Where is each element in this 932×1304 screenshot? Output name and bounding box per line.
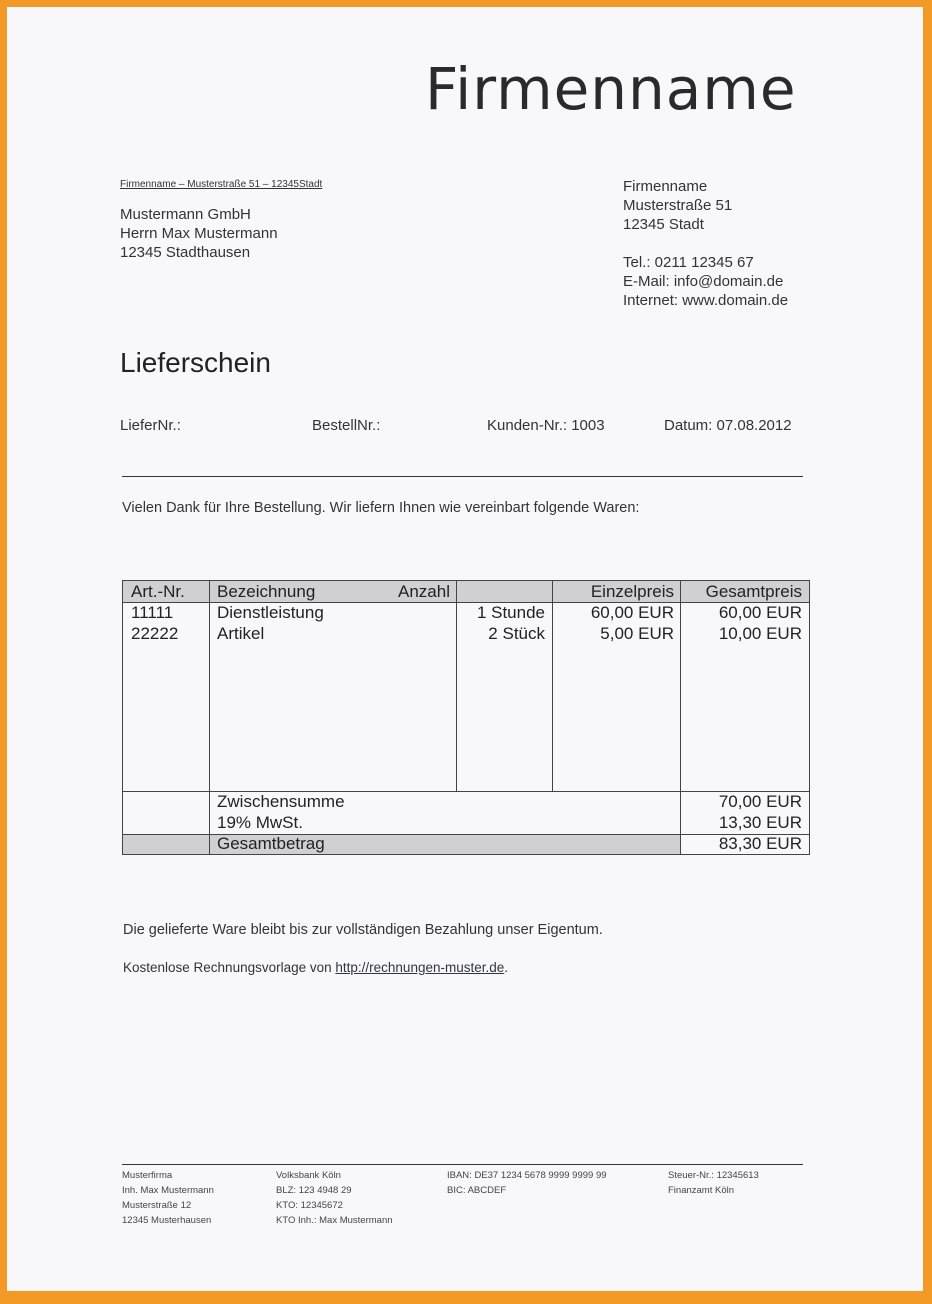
recipient-line: 12345 Stadthausen: [120, 244, 251, 261]
row2-qty: 2 Stück: [488, 624, 545, 643]
divider: [122, 476, 803, 477]
header-art-nr: Art.-Nr.: [131, 582, 185, 601]
company-address: Firmenname Musterstraße 51 12345 Stadt T…: [623, 177, 788, 310]
recipient-line: Herrn Max Mustermann: [120, 225, 278, 242]
tax-label: 19% MwSt.: [217, 813, 303, 832]
tax-value: 13,30 EUR: [718, 813, 802, 832]
total-label: Gesamtbetrag: [217, 834, 325, 853]
items-table: Art.-Nr. Bezeichnung Anzahl Einzelpreis …: [122, 580, 810, 855]
row2-art: 22222: [131, 624, 179, 643]
document-page: Firmenname Firmenname – Musterstraße 51 …: [7, 7, 923, 1291]
row1-qty: 1 Stunde: [476, 603, 545, 622]
row1-total: 60,00 EUR: [718, 603, 802, 622]
header-einzelpreis: Einzelpreis: [590, 582, 674, 601]
row1-art: 11111: [131, 603, 174, 622]
row2-desc: Artikel: [217, 624, 265, 643]
bestell-nr: BestellNr.:: [312, 417, 381, 434]
header-gesamtpreis: Gesamtpreis: [705, 582, 802, 601]
email: E-Mail: info@domain.de: [623, 273, 784, 290]
datum: Datum: 07.08.2012: [664, 417, 792, 434]
template-link[interactable]: http://rechnungen-muster.de: [335, 960, 505, 975]
address-line: Firmenname: [623, 178, 708, 195]
subtotal-label: Zwischensumme: [217, 792, 345, 811]
address-line: Musterstraße 51: [623, 197, 733, 214]
doc-title: Lieferschein: [120, 347, 271, 378]
row2-total: 10,00 EUR: [718, 624, 802, 643]
total-fill: [123, 834, 680, 854]
sender-line: Firmenname – Musterstraße 51 – 12345Stad…: [120, 179, 323, 190]
liefer-nr: LieferNr.:: [120, 417, 181, 434]
footer-divider: [122, 1164, 803, 1165]
intro-text: Vielen Dank für Ihre Bestellung. Wir lie…: [122, 500, 640, 516]
recipient-line: Mustermann GmbH: [120, 206, 251, 223]
ownership-note: Die gelieferte Ware bleibt bis zur volls…: [123, 922, 603, 938]
row1-unit: 60,00 EUR: [590, 603, 674, 622]
template-note: Kostenlose Rechnungsvorlage von http://r…: [123, 960, 509, 975]
website: Internet: www.domain.de: [623, 292, 789, 309]
address-line: 12345 Stadt: [623, 216, 704, 233]
total-value: 83,30 EUR: [718, 834, 802, 853]
subtotal-value: 70,00 EUR: [718, 792, 802, 811]
recipient-address: Mustermann GmbH Herrn Max Mustermann 123…: [120, 205, 278, 262]
phone: Tel.: 0211 12345 67: [623, 254, 754, 271]
footer-company: Musterfirma Inh. Max Mustermann Musterstra…: [122, 1170, 214, 1226]
kunden-nr: Kunden-Nr.: 1003: [487, 417, 605, 434]
header-bezeichnung: Bezeichnung: [217, 582, 316, 601]
footer-bank: Volksbank Köln BLZ: 123 4948 29 KTO: 12345…: [276, 1170, 393, 1226]
header-anzahl: Anzahl: [398, 582, 450, 601]
company-title: Firmenname: [425, 55, 797, 123]
header-fill: [123, 581, 809, 602]
row1-desc: Dienstleistung: [217, 603, 324, 622]
footer-tax: Steuer-Nr.: 12345613 Finanzamt Köln: [668, 1170, 759, 1196]
row2-unit: 5,00 EUR: [600, 624, 674, 643]
footer-iban: IBAN: DE37 1234 5678 9999 9999 99 BIC: AB…: [447, 1170, 607, 1196]
